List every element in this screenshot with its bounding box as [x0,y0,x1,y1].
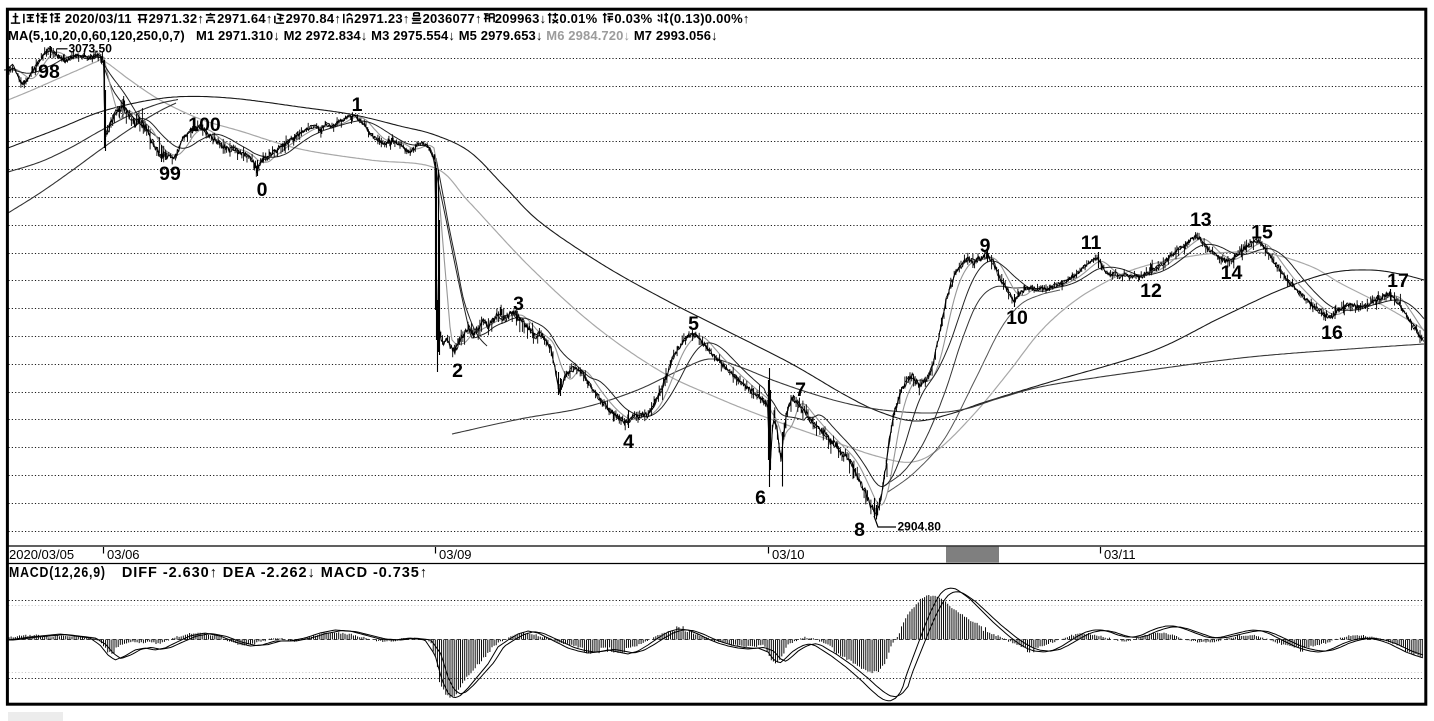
svg-text:11: 11 [1081,232,1102,254]
svg-text:98: 98 [38,61,60,83]
svg-text:14: 14 [1221,262,1243,284]
svg-text:16: 16 [1321,322,1343,344]
svg-text:5: 5 [688,313,699,335]
svg-text:7: 7 [795,379,806,401]
svg-text:99: 99 [159,163,181,185]
svg-text:100: 100 [188,114,221,136]
svg-text:17: 17 [1387,270,1409,292]
svg-text:1: 1 [352,94,363,116]
svg-text:3: 3 [513,293,524,315]
svg-text:2904.80: 2904.80 [898,520,942,534]
svg-text:13: 13 [1190,209,1212,231]
svg-text:8: 8 [854,519,865,541]
svg-text:2: 2 [452,360,463,382]
svg-text:12: 12 [1140,280,1162,302]
svg-text:3073.50: 3073.50 [69,42,113,56]
svg-text:6: 6 [755,487,766,509]
svg-text:4: 4 [623,431,634,453]
svg-text:10: 10 [1006,307,1028,329]
svg-text:15: 15 [1251,222,1273,244]
svg-text:0: 0 [257,179,268,201]
svg-text:9: 9 [980,235,991,257]
